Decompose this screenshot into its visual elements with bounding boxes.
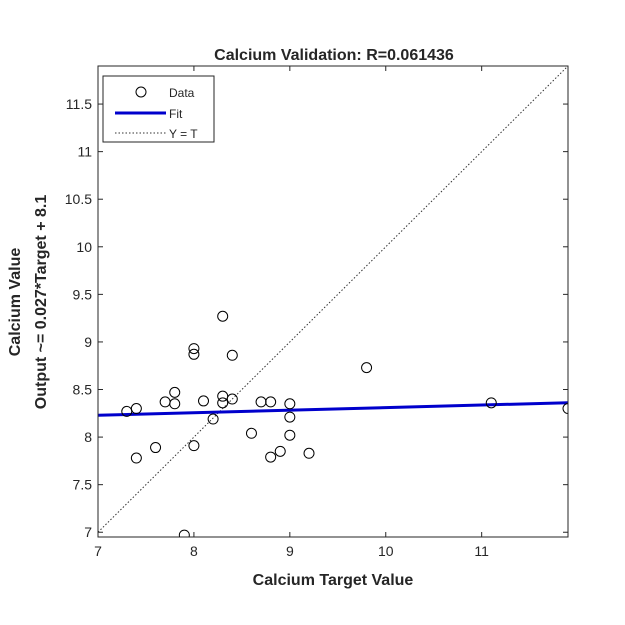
y-tick-label: 8 [84, 429, 92, 445]
data-point [245, 427, 257, 439]
legend-label-identity: Y = T [169, 127, 198, 141]
plot-content [98, 66, 568, 537]
plot-area [98, 66, 568, 537]
data-point [169, 386, 181, 398]
data-point [284, 411, 296, 423]
x-tick-label: 9 [286, 543, 294, 559]
y-tick-label: 10 [76, 239, 92, 255]
data-point [265, 451, 277, 463]
data-point [265, 396, 277, 408]
data-point [562, 403, 568, 415]
x-axis-label: Calcium Target Value [253, 572, 414, 589]
x-tick-label: 8 [190, 543, 198, 559]
legend-box [102, 75, 215, 143]
y-tick-label: 9 [84, 334, 92, 350]
y-tick-label: 7.5 [73, 477, 93, 493]
chart-title: Calcium Validation: R=0.061436 [214, 47, 454, 64]
data-point [169, 398, 181, 410]
data-point [130, 452, 142, 464]
data-point [198, 395, 210, 407]
ticks-layer: 7 8 9 10 11 7 7.5 8 8.5 9 9.5 10 10.5 11 11.5 [65, 66, 568, 559]
y-axis-label-line2: Output ~= 0.027*Target + 8.1 [33, 195, 50, 410]
data-point [284, 429, 296, 441]
x-tick-label: 7 [94, 543, 102, 559]
data-point [226, 393, 238, 405]
data-point [188, 440, 200, 452]
data-point [274, 445, 286, 457]
fit-line [98, 401, 568, 417]
y-tick-label: 11.5 [66, 96, 92, 112]
y-tick-label: 9.5 [73, 286, 93, 302]
data-point [217, 397, 229, 409]
y-tick-label: 8.5 [73, 382, 93, 398]
y-tick-label: 10.5 [65, 191, 92, 207]
y-tick-label: 11 [77, 144, 92, 160]
y-tick-label: 7 [84, 524, 92, 540]
data-point [188, 343, 200, 355]
data-point [188, 348, 200, 360]
data-point [226, 349, 238, 361]
data-point [485, 397, 497, 409]
data-point [217, 310, 229, 322]
axes-frame [97, 65, 569, 538]
y-axis-label-line1: Calcium Value [7, 248, 24, 357]
x-tick-label: 10 [378, 543, 394, 559]
data-point [207, 413, 219, 425]
data-point [284, 398, 296, 410]
data-point [178, 529, 190, 537]
x-tick-label: 11 [474, 543, 489, 559]
data-point [130, 403, 142, 415]
legend: Data Fit Y = T [102, 75, 215, 143]
data-point [303, 447, 315, 459]
data-point [150, 442, 162, 454]
legend-label-fit: Fit [169, 107, 183, 121]
legend-label-data: Data [169, 86, 195, 100]
data-point [361, 362, 373, 374]
plot-layer [98, 66, 568, 537]
legend-data-marker [135, 86, 147, 98]
